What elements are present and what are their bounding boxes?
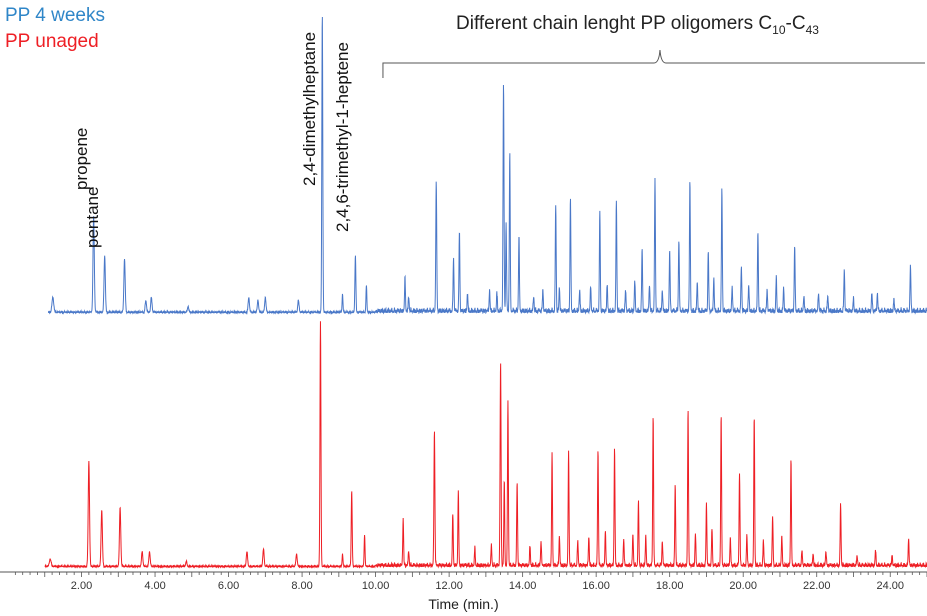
oligomer-annotation-dash: -C — [785, 13, 806, 34]
x-tick-label: 24.00 — [876, 580, 904, 592]
peak-label-propene: propene — [71, 127, 91, 190]
oligomer-range-annotation: Different chain lenght PP oligomers C10-… — [456, 13, 819, 37]
x-tick-label: 10.00 — [362, 580, 390, 592]
series-line-pp-unaged — [44, 321, 927, 569]
x-tick-label: 2.00 — [71, 580, 92, 592]
x-tick-label: 22.00 — [803, 580, 831, 592]
bracket-line — [382, 49, 925, 78]
x-tick-label: 8.00 — [291, 580, 312, 592]
series-line-pp-unaged — [44, 321, 927, 569]
oligomer-annotation-text: Different chain lenght PP oligomers C — [456, 13, 773, 34]
series-line-pp-4-weeks — [47, 16, 927, 315]
x-tick-label: 18.00 — [656, 580, 684, 592]
peak-label-2-4-dimethylheptane: 2,4-dimethylheptane — [300, 31, 320, 186]
peak-label-pentane: pentane — [82, 186, 102, 248]
oligomer-annotation-sub-10: 10 — [772, 22, 786, 37]
x-tick-label: 4.00 — [144, 580, 165, 592]
x-tick-label: 16.00 — [582, 580, 610, 592]
x-tick-label: 20.00 — [729, 580, 757, 592]
oligomer-annotation-sub-43: 43 — [805, 22, 819, 37]
x-axis: 2.00 4.00 6.00 8.00 10.00 12.00 14.00 16.00 18.0… — [0, 571, 927, 592]
x-tick-label: 14.00 — [509, 580, 537, 592]
x-tick-label: 12.00 — [435, 580, 463, 592]
series-line-pp-4-weeks — [47, 16, 927, 315]
oligomer-range-bracket — [382, 49, 925, 78]
x-axis-title: Time (min.) — [428, 596, 499, 612]
peak-label-2-4-6-trimethyl-1-heptene: 2,4,6-trimethyl-1-heptene — [333, 42, 353, 232]
legend-entry-pp-4-weeks: PP 4 weeks — [5, 5, 105, 26]
x-tick-label: 6.00 — [218, 580, 239, 592]
legend-entry-pp-unaged: PP unaged — [5, 31, 99, 52]
